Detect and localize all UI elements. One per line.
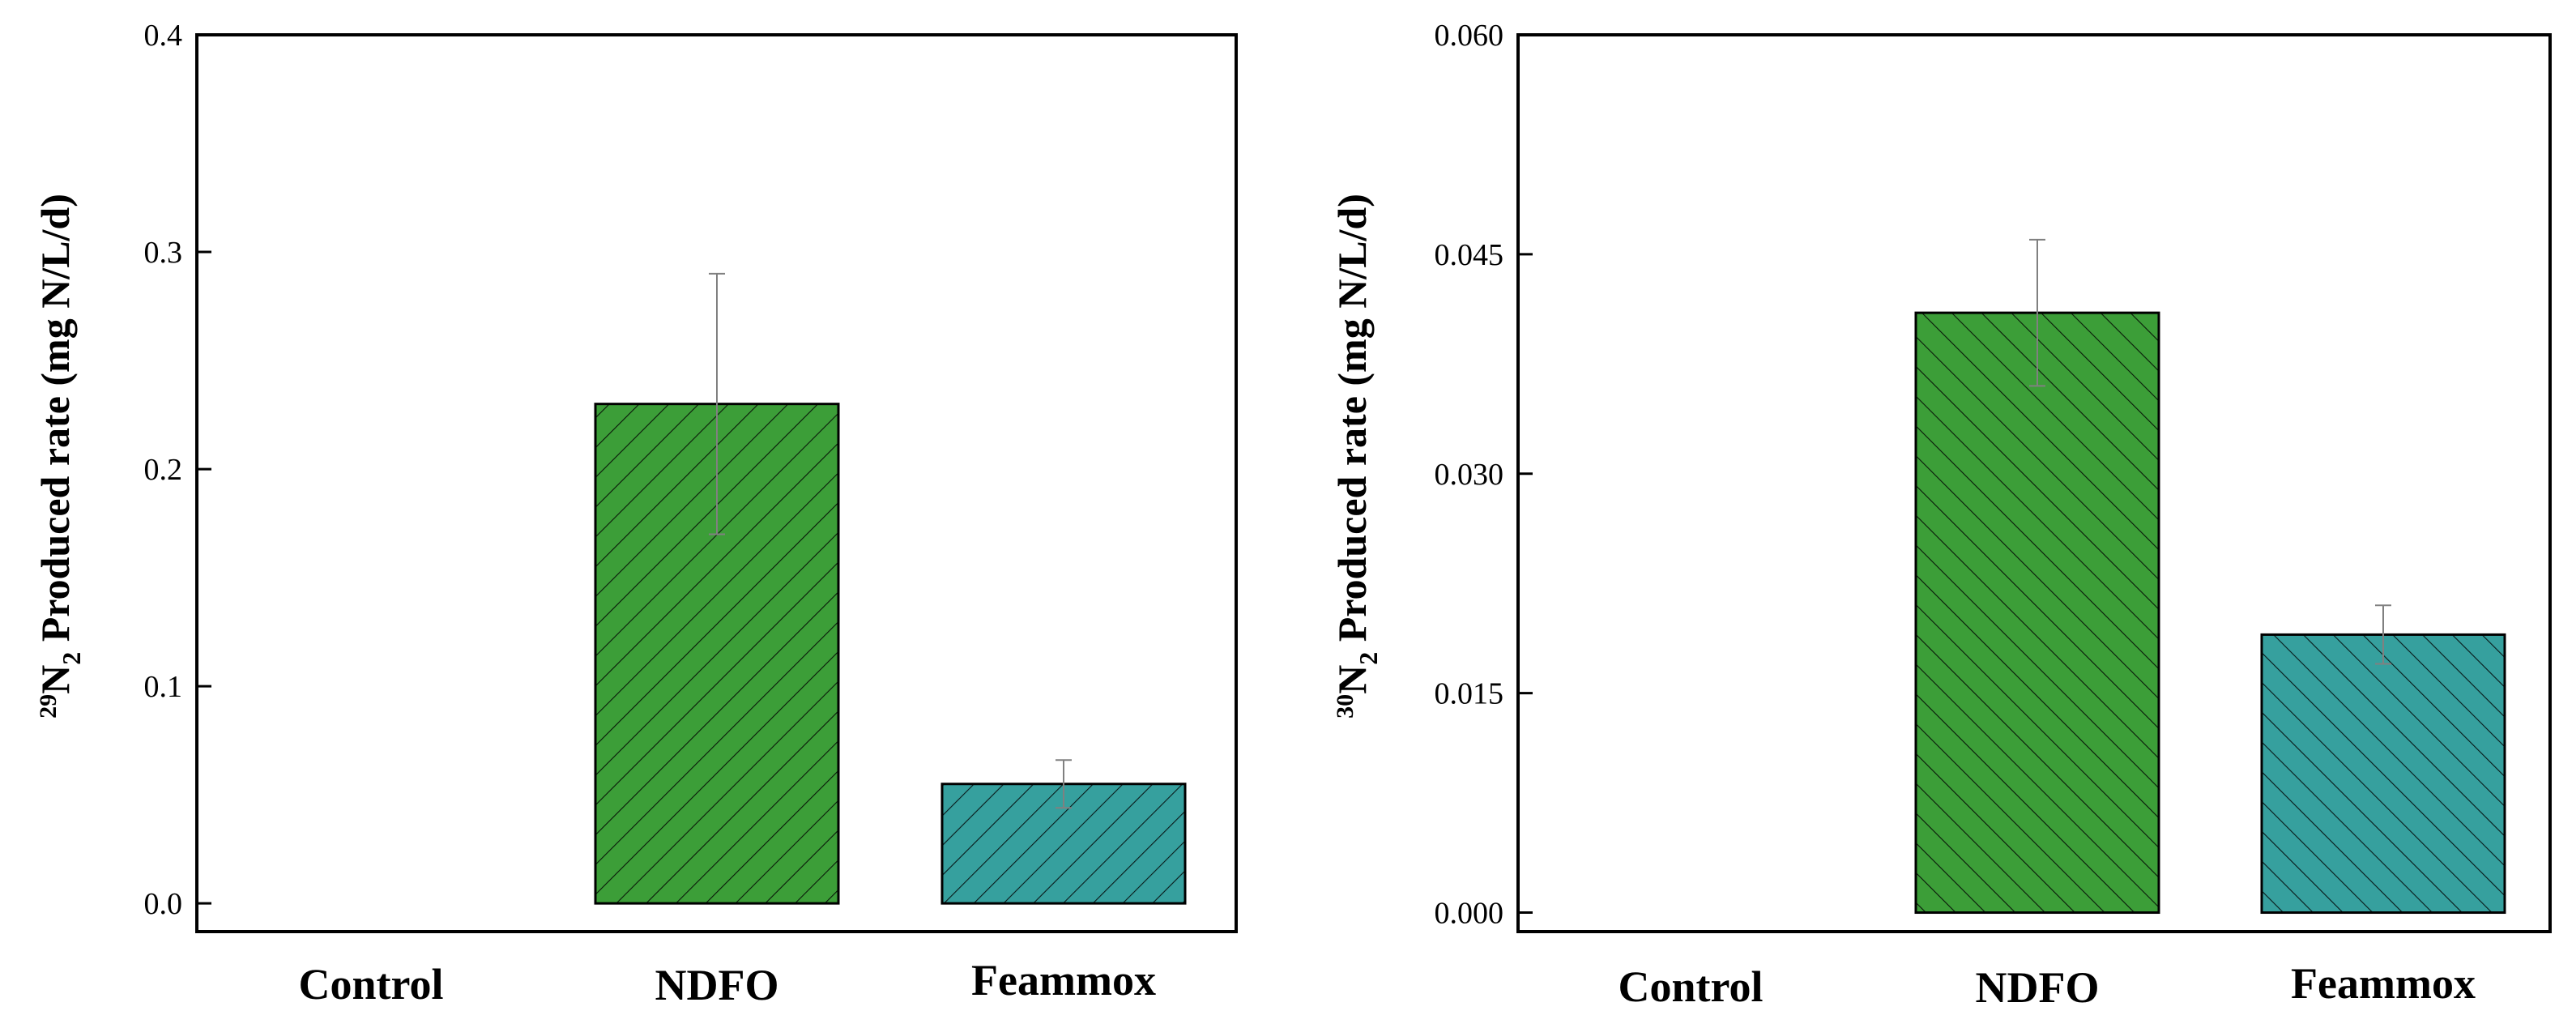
bar-hatch-feammox (2262, 634, 2505, 913)
y-tick-label: 0.000 (1435, 897, 1504, 931)
y-axis-label-pre: N (1329, 665, 1375, 694)
y-tick-label: 0.030 (1435, 458, 1504, 492)
category-label: Feammox (2291, 959, 2476, 1008)
category-label: NDFO (655, 961, 779, 1009)
y-tick-label: 0.2 (144, 453, 183, 487)
plot-frame (195, 33, 1238, 933)
y-tick-label: 0.0 (144, 887, 183, 921)
y-axis-label-sup: 30 (1332, 694, 1358, 719)
plot-frame (1516, 33, 2552, 933)
chart-left: 29N2 Produced rate (mg N/L/d) Control NDF… (32, 19, 1238, 1009)
y-tick-label: 0.015 (1435, 677, 1504, 711)
y-axis-label-rest: Produced rate (mg N/L/d) (1329, 194, 1375, 652)
y-tick-label: 0.060 (1435, 19, 1504, 53)
y-tick-label: 0.1 (144, 670, 183, 704)
y-axis-label: 29N2 Produced rate (mg N/L/d) (32, 194, 86, 719)
category-label: Control (298, 960, 443, 1009)
y-axis-label-sup: 29 (35, 694, 62, 719)
y-tick-label: 0.4 (144, 19, 183, 53)
y-axis-label-sub: 2 (57, 652, 86, 665)
y-tick-label: 0.3 (144, 236, 183, 270)
y-axis-label-rest: Produced rate (mg N/L/d) (32, 194, 78, 652)
y-axis-label-sub: 2 (1354, 652, 1383, 665)
y-axis-label-pre: N (32, 665, 78, 694)
category-label: Control (1618, 962, 1763, 1011)
category-label: Feammox (971, 956, 1156, 1005)
y-axis-label: 30N2 Produced rate (mg N/L/d) (1329, 194, 1383, 719)
y-tick-label: 0.045 (1435, 238, 1504, 272)
bar-hatch-ndfo (1916, 313, 2159, 913)
chart-right: 30N2 Produced rate (mg N/L/d) Control NDF… (1329, 19, 2552, 1012)
category-label: NDFO (1976, 963, 2100, 1012)
